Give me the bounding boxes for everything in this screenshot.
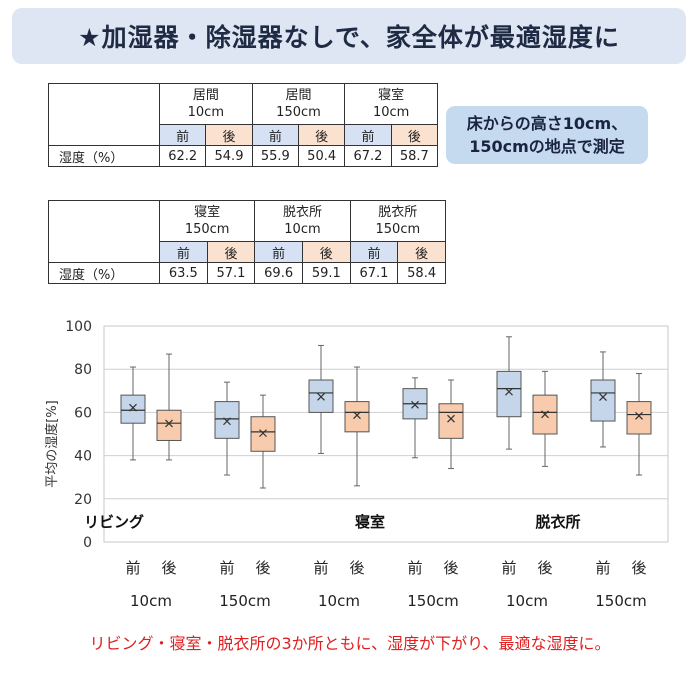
column-header: 寝室 10cm bbox=[344, 83, 438, 125]
room-label: 脱衣所 bbox=[535, 513, 580, 531]
before-label: 前 bbox=[344, 124, 392, 146]
row-label: 湿度（%） bbox=[48, 262, 160, 284]
value-cell: 63.5 bbox=[159, 262, 208, 284]
humidity-table-bottom: 寝室 150cm 脱衣所 10cm 脱衣所 150cm 前 後 前 後 前 後 湿度（… bbox=[48, 200, 447, 284]
x-height-label: 150cm bbox=[595, 592, 647, 610]
value-cell: 50.4 bbox=[297, 145, 346, 167]
after-mean-marker bbox=[165, 419, 173, 428]
y-tick-label: 80 bbox=[74, 362, 92, 378]
after-box bbox=[344, 401, 370, 433]
value-cell: 62.2 bbox=[158, 145, 207, 167]
after-label: 後 bbox=[301, 241, 351, 263]
after-box bbox=[438, 403, 464, 439]
x-after-label: 後 bbox=[631, 559, 646, 577]
before-label: 前 bbox=[254, 241, 303, 263]
x-after-label: 後 bbox=[161, 559, 176, 577]
note-line-1: 床からの高さ10cm、 bbox=[466, 114, 628, 133]
y-tick-label: 60 bbox=[74, 405, 92, 421]
before-mean-marker bbox=[223, 417, 231, 426]
banner-text: ★加湿器・除湿器なしで、家全体が最適湿度に bbox=[78, 23, 620, 52]
after-label: 後 bbox=[206, 241, 256, 263]
column-header: 脱衣所 10cm bbox=[254, 200, 351, 242]
x-before-label: 前 bbox=[407, 559, 422, 577]
after-mean-marker bbox=[259, 429, 267, 438]
value-cell: 58.7 bbox=[390, 145, 439, 167]
after-box bbox=[626, 401, 652, 435]
y-axis-label: 平均の湿度[%] bbox=[44, 400, 60, 488]
value-cell: 55.9 bbox=[251, 145, 299, 167]
table-corner-cell bbox=[48, 200, 160, 263]
measurement-note: 床からの高さ10cm、 150cmの地点で測定 bbox=[446, 106, 648, 164]
after-label: 後 bbox=[397, 241, 446, 263]
before-label: 前 bbox=[251, 124, 299, 146]
before-mean-marker bbox=[411, 400, 419, 409]
after-mean-marker bbox=[541, 410, 549, 419]
x-height-label: 150cm bbox=[219, 592, 271, 610]
humidity-table-top: 居間 10cm 居間 150cm 寝室 10cm 前 後 前 後 前 後 湿度（%） … bbox=[48, 83, 439, 167]
x-after-label: 後 bbox=[255, 559, 270, 577]
after-box bbox=[250, 416, 276, 452]
room-label: 寝室 bbox=[355, 513, 385, 531]
before-mean-marker bbox=[505, 387, 513, 396]
column-header: 居間 10cm bbox=[159, 83, 253, 125]
before-box bbox=[214, 401, 240, 439]
value-cell: 54.9 bbox=[205, 145, 253, 167]
before-box bbox=[496, 370, 522, 418]
x-after-label: 後 bbox=[443, 559, 458, 577]
x-before-label: 前 bbox=[219, 559, 234, 577]
x-height-label: 10cm bbox=[318, 592, 360, 610]
x-height-label: 150cm bbox=[407, 592, 459, 610]
y-tick-label: 20 bbox=[74, 492, 92, 508]
before-mean-marker bbox=[599, 393, 607, 401]
x-before-label: 前 bbox=[501, 559, 516, 577]
x-after-label: 後 bbox=[349, 559, 364, 577]
value-cell: 57.1 bbox=[206, 262, 256, 284]
after-label: 後 bbox=[205, 124, 253, 146]
after-label: 後 bbox=[390, 124, 439, 146]
x-height-label: 10cm bbox=[130, 592, 172, 610]
row-label: 湿度（%） bbox=[48, 145, 160, 167]
after-mean-marker bbox=[353, 411, 361, 420]
before-label: 前 bbox=[158, 124, 207, 146]
before-box bbox=[590, 379, 616, 422]
value-cell: 59.1 bbox=[301, 262, 351, 284]
plot-area bbox=[103, 325, 669, 543]
before-box bbox=[120, 394, 146, 424]
x-before-label: 前 bbox=[595, 559, 610, 577]
column-header: 寝室 150cm bbox=[158, 200, 256, 242]
value-cell: 69.6 bbox=[254, 262, 303, 284]
after-box bbox=[156, 409, 182, 441]
before-label: 前 bbox=[349, 241, 399, 263]
column-header: 脱衣所 150cm bbox=[349, 200, 447, 242]
room-label: リビング bbox=[84, 513, 144, 531]
y-tick-label: 40 bbox=[74, 449, 92, 465]
value-cell: 58.4 bbox=[397, 262, 446, 284]
value-cell: 67.1 bbox=[349, 262, 399, 284]
x-after-label: 後 bbox=[537, 559, 552, 577]
after-label: 後 bbox=[297, 124, 346, 146]
before-mean-marker bbox=[129, 403, 137, 412]
value-cell: 67.2 bbox=[344, 145, 392, 167]
note-line-2: 150cmの地点で測定 bbox=[469, 137, 625, 156]
humidity-boxplot-chart: 0 20 40 60 80 100 平均の湿度[%] 前 後 10cm 前 後 150cm 前 後 10cm 前… bbox=[44, 319, 669, 610]
before-mean-marker bbox=[317, 392, 325, 401]
x-before-label: 前 bbox=[125, 559, 140, 577]
before-label: 前 bbox=[159, 241, 208, 263]
column-header: 居間 150cm bbox=[251, 83, 346, 125]
table-corner-cell bbox=[48, 83, 160, 146]
after-mean-marker bbox=[635, 411, 643, 420]
x-before-label: 前 bbox=[313, 559, 328, 577]
y-tick-label: 0 bbox=[83, 535, 92, 551]
title-banner: ★加湿器・除湿器なしで、家全体が最適湿度に bbox=[12, 8, 686, 64]
y-tick-label: 100 bbox=[65, 319, 92, 335]
after-mean-marker bbox=[447, 414, 455, 423]
x-height-label: 10cm bbox=[506, 592, 548, 610]
footer-caption: リビング・寝室・脱衣所の3か所ともに、湿度が下がり、最適な湿度に。 bbox=[89, 634, 611, 653]
